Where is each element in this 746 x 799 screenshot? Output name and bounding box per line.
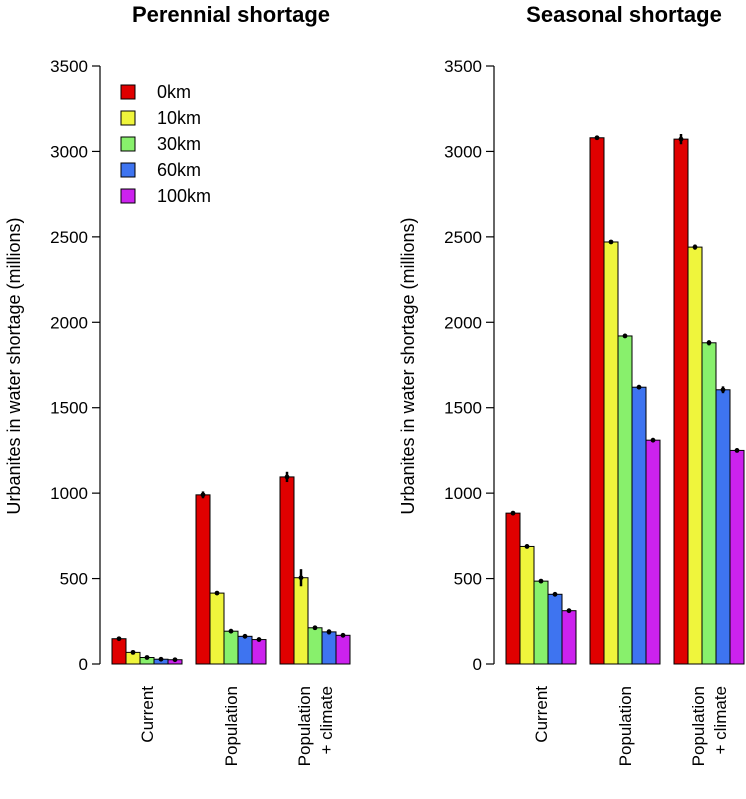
legend-label: 10km (157, 108, 201, 128)
mean-point (144, 655, 150, 660)
y-axis-label: Urbanites in water shortage (millions) (4, 217, 24, 514)
bar (251, 639, 267, 665)
mean-point (734, 448, 740, 453)
y-tick-label: 2000 (50, 313, 88, 332)
bar (195, 494, 211, 665)
legend-swatch (120, 84, 136, 100)
y-axis-label: Urbanites in water shortage (millions) (398, 217, 418, 514)
mean-point (116, 636, 122, 642)
mean-point (510, 510, 516, 516)
x-category-label: + climate (317, 686, 336, 755)
legend-swatch (120, 162, 136, 178)
mean-point (636, 384, 642, 390)
mean-point (158, 656, 164, 662)
legend-label: 30km (157, 134, 201, 154)
bar (279, 476, 295, 665)
bar (307, 627, 323, 665)
mean-point (242, 633, 248, 639)
legend-swatch (120, 110, 136, 126)
bar (547, 593, 563, 665)
bar (617, 335, 633, 665)
mean-point (172, 657, 178, 663)
legend-label: 60km (157, 160, 201, 180)
bar (589, 137, 605, 665)
bar (321, 631, 337, 665)
y-tick-label: 1000 (50, 484, 88, 503)
x-category-label: Population (689, 686, 708, 766)
mean-point (340, 632, 346, 638)
bar (715, 389, 731, 665)
y-tick-label: 3500 (444, 57, 482, 76)
bar (645, 439, 661, 665)
legend-swatch (120, 136, 136, 152)
mean-point (298, 575, 304, 581)
bar (505, 512, 521, 665)
x-category-label: Current (138, 686, 157, 743)
bar (701, 342, 717, 665)
chart-title: Perennial shortage (132, 2, 330, 27)
x-category-label: Current (532, 686, 551, 743)
mean-point (200, 492, 206, 498)
mean-point (706, 340, 712, 346)
y-tick-label: 1000 (444, 484, 482, 503)
bar (533, 580, 549, 665)
bar (293, 577, 309, 665)
mean-point (552, 591, 558, 597)
y-tick-label: 2500 (444, 228, 482, 247)
y-tick-label: 0 (79, 655, 88, 674)
y-tick-label: 3500 (50, 57, 88, 76)
mean-point (650, 437, 656, 443)
mean-point (678, 136, 684, 142)
mean-point (228, 628, 234, 634)
x-category-label: Population (295, 686, 314, 766)
mean-point (538, 578, 544, 584)
mean-point (692, 244, 698, 250)
bar (223, 630, 239, 665)
chart-title: Seasonal shortage (526, 2, 722, 27)
mean-point (256, 637, 262, 642)
y-tick-label: 500 (454, 570, 482, 589)
bar (631, 386, 647, 665)
mean-point (284, 474, 290, 480)
bar (335, 634, 351, 665)
mean-point (214, 590, 220, 596)
bar (519, 545, 535, 665)
mean-point (326, 629, 332, 635)
mean-point (622, 333, 628, 339)
x-category-label: Population (222, 686, 241, 766)
bar (209, 592, 225, 665)
mean-point (524, 544, 530, 549)
legend-label: 100km (157, 186, 211, 206)
y-tick-label: 1500 (50, 399, 88, 418)
y-tick-label: 1500 (444, 399, 482, 418)
y-tick-label: 3000 (444, 142, 482, 161)
y-tick-label: 3000 (50, 142, 88, 161)
bar (561, 610, 577, 665)
bar (111, 638, 127, 665)
mean-point (566, 608, 572, 614)
bar (687, 246, 703, 665)
x-category-label: + climate (711, 686, 730, 755)
y-tick-label: 0 (473, 655, 482, 674)
mean-point (608, 239, 614, 245)
legend-label: 0km (157, 82, 191, 102)
bar (729, 449, 745, 665)
y-tick-label: 2000 (444, 313, 482, 332)
y-tick-label: 2500 (50, 228, 88, 247)
y-tick-label: 500 (60, 570, 88, 589)
mean-point (312, 625, 318, 631)
bar (673, 138, 689, 665)
legend-swatch (120, 188, 136, 204)
bar (603, 241, 619, 665)
mean-point (594, 135, 600, 141)
mean-point (720, 387, 726, 393)
mean-point (130, 649, 136, 655)
x-category-label: Population (616, 686, 635, 766)
bar (237, 635, 253, 665)
